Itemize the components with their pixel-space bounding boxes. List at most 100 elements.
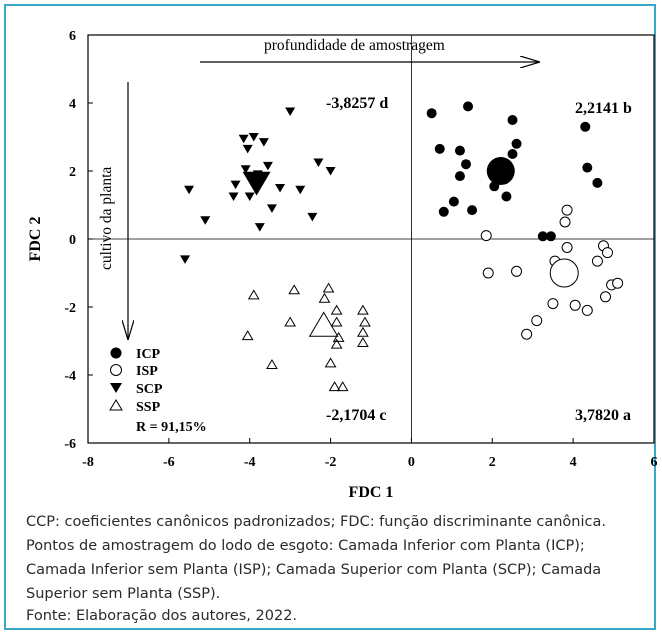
- centroid-label-isp: 3,7820 a: [575, 407, 631, 424]
- ssp-point: [266, 359, 278, 370]
- isp-point: [521, 328, 533, 340]
- icp-point: [511, 138, 522, 149]
- ssp-point: [318, 292, 331, 303]
- scp-point: [275, 184, 286, 193]
- scp-point: [325, 167, 336, 176]
- icp-centroid: [486, 157, 515, 185]
- isp-point: [569, 299, 581, 311]
- isp-point: [599, 291, 611, 303]
- isp-point: [612, 277, 624, 289]
- x-tick-label: 2: [489, 455, 496, 470]
- legend-icp-label: ICP: [136, 347, 161, 362]
- scp-centroid: [242, 171, 271, 196]
- ssp-point: [330, 338, 343, 349]
- legend: ICP ISP SCP SSP R = 91,15%: [109, 347, 207, 435]
- isp-centroid: [549, 258, 579, 288]
- isp-point: [531, 315, 543, 327]
- isp-point: [511, 265, 523, 277]
- scp-point: [258, 138, 269, 147]
- scp-point: [307, 212, 318, 222]
- icp-point: [501, 191, 512, 202]
- y-tick-label: 6: [69, 29, 76, 44]
- icp-point: [467, 205, 478, 216]
- ssp-point: [241, 330, 254, 341]
- scp-point: [254, 223, 265, 232]
- isp-point: [591, 255, 603, 267]
- ssp-point: [288, 284, 301, 295]
- y-tick-label: 0: [69, 233, 76, 248]
- caption-sampling-points: Pontos de amostragem do lodo de esgoto: …: [26, 538, 602, 602]
- legend-r-note: R = 91,15%: [136, 420, 207, 435]
- icp-point: [448, 196, 459, 207]
- centroid-label-ssp: -2,1704 c: [326, 407, 386, 424]
- centroid-label-scp: -3,8257 d: [326, 95, 388, 112]
- isp-point: [559, 216, 571, 228]
- x-tick-label: 6: [651, 455, 658, 470]
- horizontal-arrow-label: profundidade de amostragem: [264, 37, 445, 54]
- ssp-point: [357, 304, 369, 315]
- x-tick-label: -4: [244, 455, 256, 470]
- icp-point: [507, 115, 518, 125]
- icp-point: [582, 162, 593, 173]
- ssp-point: [357, 336, 369, 347]
- isp-point: [547, 298, 559, 310]
- ssp-point: [332, 331, 345, 342]
- legend-ssp-label: SSP: [136, 400, 161, 415]
- scp-point: [240, 165, 251, 174]
- ssp-point: [328, 381, 341, 392]
- scp-point: [313, 158, 324, 167]
- isp-point: [581, 304, 593, 316]
- data-points: [180, 101, 624, 392]
- icp-point: [537, 231, 548, 242]
- legend-isp-label: ISP: [136, 364, 158, 379]
- scp-point: [262, 161, 273, 171]
- scp-point: [238, 134, 249, 144]
- scp-point: [228, 192, 239, 201]
- centroid-label-icp: 2,2141 b: [575, 100, 632, 117]
- ssp-point: [330, 304, 343, 315]
- ssp-point: [247, 289, 260, 300]
- icp-point: [580, 121, 591, 132]
- ssp-centroid: [308, 311, 339, 337]
- caption-source: Fonte: Elaboração dos autores, 2022.: [26, 608, 298, 624]
- y-tick-label: 2: [69, 165, 76, 180]
- scp-point: [244, 192, 255, 201]
- scp-point: [266, 204, 277, 213]
- scp-point: [180, 255, 191, 264]
- isp-point: [482, 267, 494, 279]
- scp-point: [248, 133, 259, 142]
- y-tick-label: -6: [64, 437, 76, 452]
- ssp-point: [322, 282, 335, 293]
- ssp-point: [284, 316, 297, 327]
- scp-point: [295, 185, 306, 195]
- scp-point: [200, 216, 211, 225]
- icp-point: [545, 231, 556, 242]
- figure-frame: [4, 4, 656, 630]
- y-tick-label: -4: [64, 369, 76, 384]
- icp-point: [592, 177, 603, 188]
- isp-point: [480, 230, 492, 242]
- x-tick-label: 4: [570, 455, 577, 470]
- y-axis-label: FDC 2: [27, 217, 44, 262]
- ssp-point: [324, 357, 337, 368]
- legend-scp-label: SCP: [136, 382, 163, 397]
- scp-point: [184, 185, 195, 195]
- y-tick-label: 4: [69, 97, 76, 112]
- icp-point: [426, 108, 437, 119]
- icp-point: [454, 171, 465, 182]
- legend-isp-marker: [110, 364, 122, 376]
- x-axis-ticks: -8 -6 -4 -2 0 2 4 6: [82, 438, 658, 470]
- scp-point: [242, 144, 253, 154]
- ssp-point: [359, 316, 371, 327]
- x-tick-label: -6: [163, 455, 175, 470]
- icp-point: [507, 149, 518, 159]
- scp-point: [285, 107, 296, 116]
- icp-point: [438, 206, 449, 217]
- legend-scp-marker: [110, 383, 122, 393]
- legend-icp-marker: [110, 347, 122, 359]
- y-tick-label: -2: [64, 301, 76, 316]
- x-tick-label: -8: [82, 455, 94, 470]
- reference-lines: [88, 35, 654, 443]
- scatter-chart: -8 -6 -4 -2 0 2 4 6 -6 -4 -2 0 2 4 6 profundidade de …: [27, 29, 658, 501]
- isp-point: [561, 204, 573, 216]
